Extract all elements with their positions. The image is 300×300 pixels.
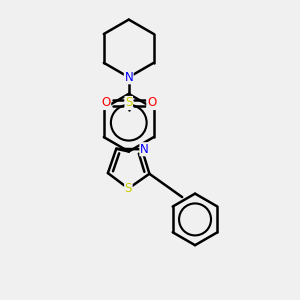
Text: S: S	[125, 97, 133, 110]
Text: N: N	[124, 71, 133, 84]
Text: N: N	[140, 143, 149, 156]
Text: O: O	[101, 97, 111, 110]
Text: O: O	[147, 97, 156, 110]
Text: S: S	[125, 182, 132, 195]
